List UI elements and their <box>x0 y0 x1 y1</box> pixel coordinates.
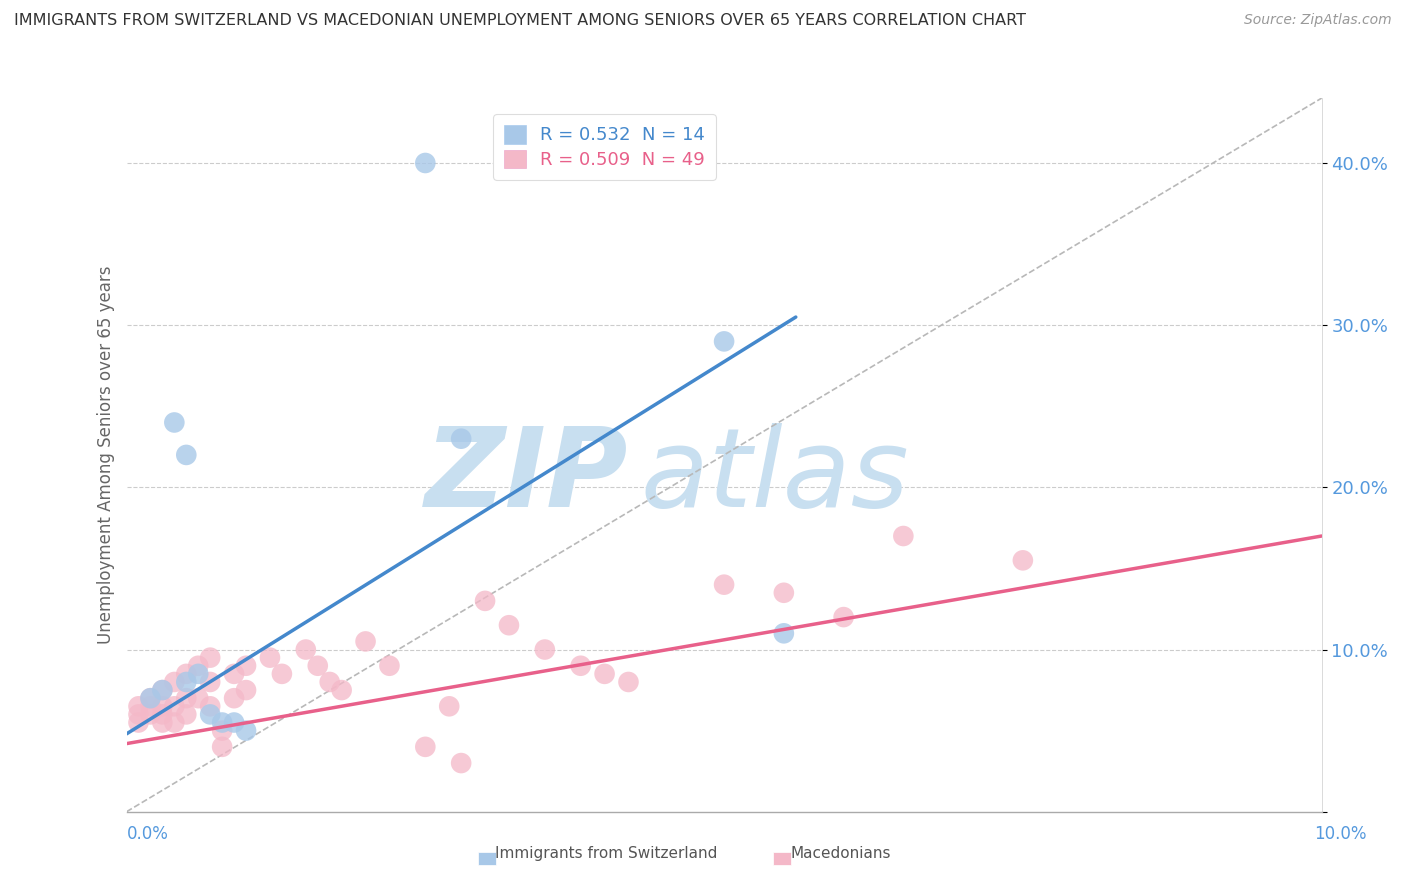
Point <box>593 666 616 681</box>
Text: IMMIGRANTS FROM SWITZERLAND VS MACEDONIAN UNEMPLOYMENT AMONG SENIORS OVER 65 YEA: IMMIGRANTS FROM SWITZERLAND VS MACEDONIA… <box>14 13 1026 29</box>
Point <box>222 691 246 706</box>
Point <box>174 675 197 690</box>
Point <box>773 626 796 640</box>
Point <box>534 642 557 657</box>
Point <box>893 529 915 543</box>
Point <box>187 666 209 681</box>
Point <box>200 675 222 690</box>
Point <box>498 618 520 632</box>
Legend: R = 0.532  N = 14, R = 0.509  N = 49: R = 0.532 N = 14, R = 0.509 N = 49 <box>494 114 716 180</box>
Point <box>211 739 233 754</box>
Point <box>139 691 162 706</box>
Point <box>318 675 342 690</box>
Point <box>330 683 353 698</box>
Point <box>200 699 222 714</box>
Point <box>235 723 257 738</box>
Point <box>211 723 233 738</box>
Point <box>174 691 197 706</box>
Text: 10.0%: 10.0% <box>1315 825 1367 843</box>
Point <box>163 715 186 730</box>
Point <box>152 683 174 698</box>
Point <box>617 675 640 690</box>
Point <box>1011 553 1033 567</box>
Point <box>569 658 592 673</box>
Point <box>415 739 437 754</box>
Point <box>832 610 855 624</box>
Point <box>773 586 796 600</box>
Point <box>139 699 162 714</box>
Point <box>713 334 735 349</box>
Point <box>211 715 233 730</box>
Point <box>127 707 149 722</box>
Point <box>450 756 472 770</box>
Point <box>163 416 186 430</box>
Point <box>187 691 209 706</box>
Point <box>187 658 209 673</box>
Point <box>294 642 316 657</box>
Point <box>259 650 281 665</box>
Point <box>174 666 197 681</box>
Point <box>127 699 149 714</box>
Point <box>713 577 735 591</box>
Point <box>415 156 437 170</box>
Point <box>235 658 257 673</box>
Point <box>152 699 174 714</box>
Point <box>152 707 174 722</box>
Point <box>474 594 496 608</box>
Text: Macedonians: Macedonians <box>790 846 890 861</box>
Point <box>174 707 197 722</box>
Point <box>174 448 197 462</box>
Point <box>152 683 174 698</box>
Text: atlas: atlas <box>640 423 910 530</box>
Point <box>139 691 162 706</box>
Point <box>200 650 222 665</box>
Text: 0.0%: 0.0% <box>127 825 169 843</box>
Point <box>235 683 257 698</box>
Point <box>127 715 149 730</box>
Text: Immigrants from Switzerland: Immigrants from Switzerland <box>495 846 717 861</box>
Point <box>354 634 377 648</box>
Point <box>200 707 222 722</box>
Text: Source: ZipAtlas.com: Source: ZipAtlas.com <box>1244 13 1392 28</box>
Point <box>152 715 174 730</box>
Point <box>378 658 401 673</box>
Point <box>307 658 329 673</box>
Point <box>222 715 246 730</box>
Point <box>439 699 461 714</box>
Point <box>163 699 186 714</box>
Y-axis label: Unemployment Among Seniors over 65 years: Unemployment Among Seniors over 65 years <box>97 266 115 644</box>
Point <box>222 666 246 681</box>
Point <box>139 707 162 722</box>
Text: ZIP: ZIP <box>425 423 628 530</box>
Point <box>270 666 294 681</box>
Point <box>163 675 186 690</box>
Point <box>450 432 472 446</box>
